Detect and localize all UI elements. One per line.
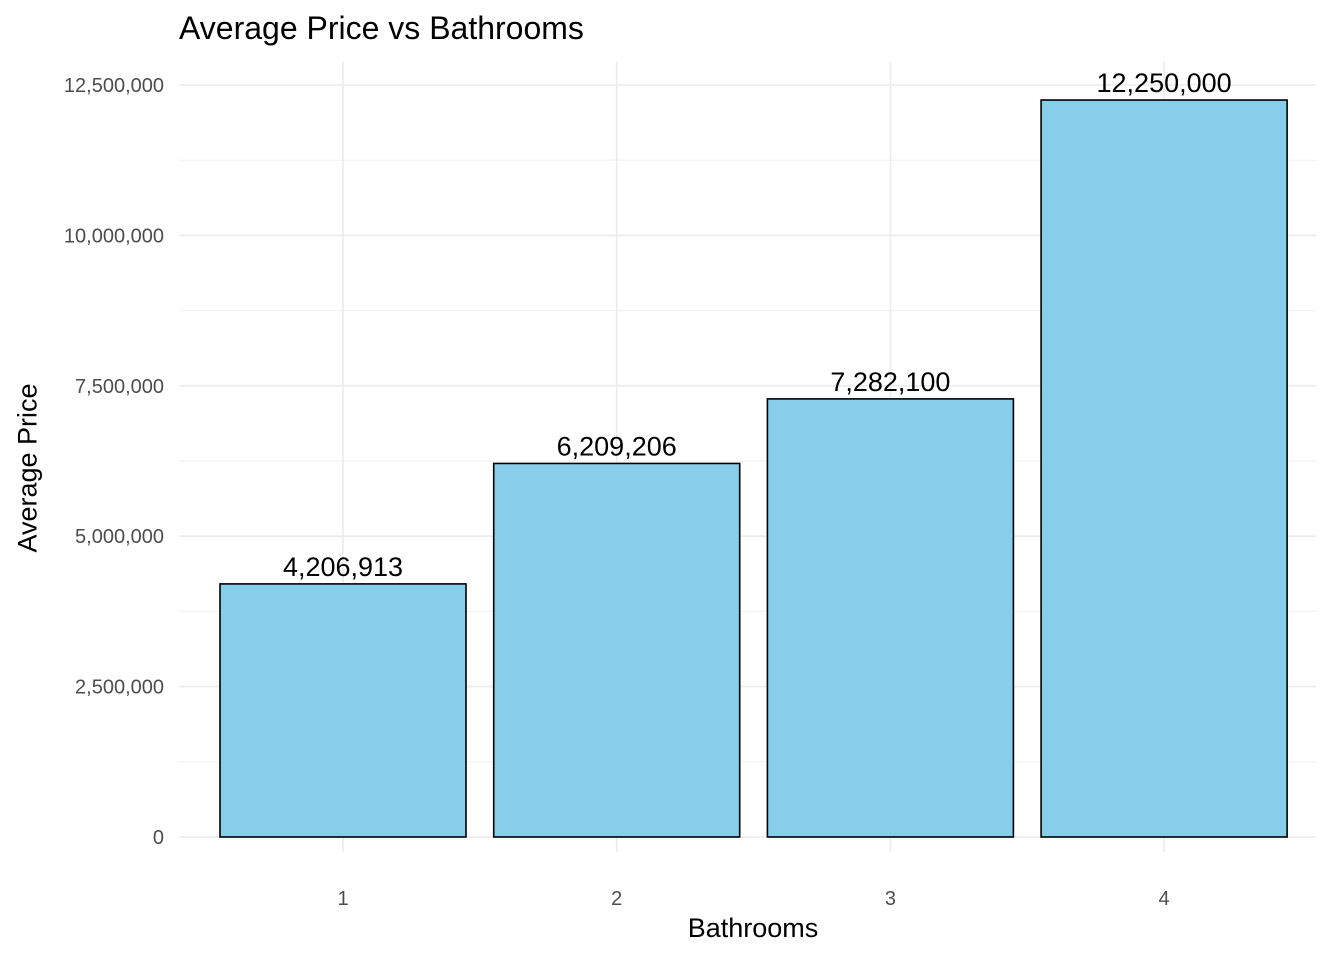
y-tick-label: 7,500,000 <box>75 376 164 398</box>
x-tick-label: 3 <box>885 888 896 910</box>
data-label-bathrooms-1: 4,206,913 <box>283 552 403 582</box>
data-label-bathrooms-2: 6,209,206 <box>557 431 677 461</box>
x-tick-label: 2 <box>611 888 622 910</box>
y-tick-label: 5,000,000 <box>75 526 164 548</box>
bar-bathrooms-1 <box>219 583 467 838</box>
y-axis-ticks: 0 2,500,000 5,000,000 7,500,000 10,000,000 12… <box>64 75 164 849</box>
y-tick-label: 12,500,000 <box>64 75 164 97</box>
bar-bathrooms-2 <box>492 462 741 838</box>
data-labels: 4,206,913 6,209,206 7,282,100 12,250,000 <box>283 68 1232 582</box>
bar-bathrooms-4 <box>1040 99 1288 838</box>
x-axis-title: Bathrooms <box>687 913 819 943</box>
bars <box>219 99 1288 838</box>
x-tick-label: 1 <box>337 888 348 910</box>
bar-bathrooms-3 <box>766 398 1015 838</box>
data-label-bathrooms-3: 7,282,100 <box>830 367 950 397</box>
x-tick-label: 4 <box>1159 888 1170 910</box>
x-axis-ticks: 1 2 3 4 <box>337 888 1169 910</box>
data-label-bathrooms-4: 12,250,000 <box>1097 68 1232 98</box>
y-tick-label: 10,000,000 <box>64 225 164 247</box>
chart-title: Average Price vs Bathrooms <box>179 10 584 46</box>
y-tick-label: 2,500,000 <box>75 677 164 699</box>
y-axis-title: Average Price <box>12 383 43 553</box>
y-tick-label: 0 <box>153 827 164 849</box>
